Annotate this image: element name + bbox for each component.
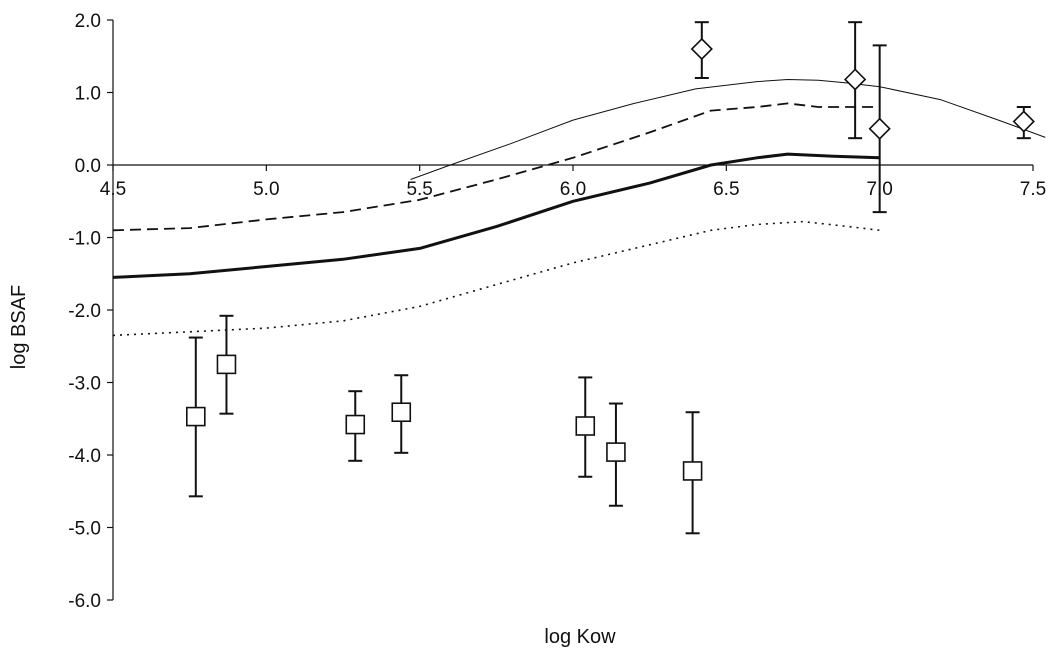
model-line-dashed (112, 102, 880, 232)
y-tick-label: -1.0 (68, 229, 101, 250)
model-line-thin-solid (410, 79, 1046, 180)
y-tick-label: -5.0 (68, 519, 101, 540)
square-point (345, 414, 366, 435)
x-tick-label: 5.5 (406, 179, 432, 200)
x-tick-label: 7.5 (1020, 179, 1046, 200)
axes-group (107, 19, 1034, 601)
y-tick-label: -6.0 (68, 591, 101, 612)
x-tick-label: 6.0 (560, 179, 586, 200)
y-tick-label: 1.0 (75, 84, 101, 105)
square-point (391, 402, 412, 423)
square-point (575, 416, 596, 436)
data-points-group (186, 21, 1035, 535)
x-tick-label: 6.5 (713, 179, 739, 200)
x-tick-label: 5.0 (253, 179, 279, 200)
diamond-point (844, 68, 867, 91)
y-tick-label: -3.0 (68, 374, 101, 395)
x-tick-label: 4.5 (100, 179, 126, 200)
model-line-thick-solid (112, 152, 880, 279)
diamond-point (868, 117, 891, 140)
y-tick-label: -4.0 (68, 446, 101, 467)
y-tick-label: -2.0 (68, 301, 101, 322)
square-point (186, 406, 206, 427)
diamond-point (690, 37, 713, 61)
x-axis-title: log Kow (544, 626, 616, 648)
y-tick-label: 0.0 (75, 156, 101, 177)
model-lines-group (112, 79, 1046, 337)
square-point (606, 442, 626, 462)
y-axis-title: log BSAF (8, 285, 30, 369)
square-point (682, 461, 703, 481)
x-tick-label: 7.0 (866, 179, 892, 200)
tick-labels-group: 2.0 1.0 0.0 -1.0 -2.0 -3.0 -4.0 -5.0 -6.0 4.5 5.0 5… (68, 11, 1046, 612)
y-tick-label: 2.0 (75, 11, 101, 32)
diamond-point (1012, 110, 1035, 133)
model-line-dotted (112, 220, 880, 337)
square-point (216, 354, 237, 375)
